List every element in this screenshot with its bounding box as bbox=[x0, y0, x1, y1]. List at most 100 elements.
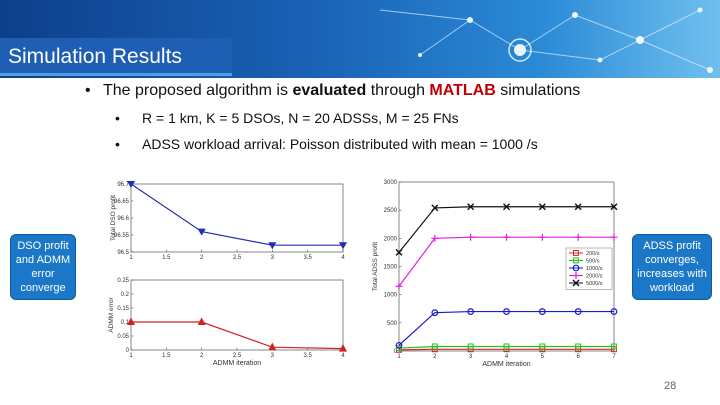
sub-bullet-2: • ADSS workload arrival: Poisson distribu… bbox=[115, 136, 538, 152]
legend-label: 500/s bbox=[586, 259, 600, 265]
data-point bbox=[538, 233, 546, 241]
y-tick-label: 2500 bbox=[384, 208, 398, 214]
main-bullet-middle: through bbox=[366, 82, 430, 99]
series-line bbox=[398, 345, 614, 349]
data-point bbox=[395, 282, 403, 290]
y-tick-label: 2000 bbox=[384, 236, 398, 242]
data-point bbox=[575, 343, 582, 350]
plot-frame bbox=[130, 183, 344, 253]
y-tick-label: 96.5 bbox=[117, 250, 129, 256]
x-tick-label: 5 bbox=[541, 354, 545, 360]
x-tick-label: 6 bbox=[576, 354, 580, 360]
x-tick-label: 2.5 bbox=[233, 353, 242, 359]
data-point bbox=[126, 181, 136, 188]
series-line bbox=[131, 321, 344, 350]
adss-profit-chart: 1 2 3 4 5 6 7 0 500 1000 1500 2000 2500 3000 Total ADS… bbox=[372, 180, 618, 368]
data-point bbox=[467, 203, 475, 211]
data-point bbox=[431, 204, 439, 212]
data-point bbox=[338, 242, 348, 250]
data-point bbox=[431, 234, 439, 242]
x-tick-label: 4 bbox=[341, 353, 345, 359]
x-tick-label: 2.5 bbox=[233, 255, 242, 261]
dso-profit-chart: 1 1.5 2 2.5 3 3.5 4 96.5 96.55 96.6 96.65 96.7 Total… bbox=[110, 181, 348, 261]
bullet-icon: • bbox=[115, 136, 120, 152]
series-line bbox=[130, 183, 343, 246]
x-tick-label: 4 bbox=[341, 255, 345, 261]
x-tick-label: 1 bbox=[129, 353, 133, 359]
x-tick-label: 3.5 bbox=[303, 255, 312, 261]
x-axis-label: ADMM iteration bbox=[213, 360, 261, 367]
data-point bbox=[467, 308, 475, 315]
right-callout: ADSS profit converges, increases with wo… bbox=[632, 234, 712, 300]
x-tick-label: 1 bbox=[129, 255, 133, 261]
legend-label: 5000/s bbox=[586, 281, 603, 287]
x-tick-label: 3.5 bbox=[303, 353, 312, 359]
data-point bbox=[395, 248, 403, 256]
x-tick-label: 7 bbox=[612, 354, 616, 360]
title-banner: Simulation Results bbox=[0, 0, 720, 78]
main-bullet-suffix: simulations bbox=[495, 82, 581, 99]
data-point bbox=[574, 233, 582, 241]
data-point bbox=[573, 250, 579, 256]
data-point bbox=[197, 317, 206, 325]
data-point bbox=[396, 345, 402, 352]
y-axis-label: Total DSO profit bbox=[110, 195, 117, 241]
main-bullet-highlight: MATLAB bbox=[429, 82, 496, 99]
y-tick-label: 0.1 bbox=[121, 320, 130, 326]
left-callout: DSO profit and ADMM error converge bbox=[10, 234, 76, 300]
y-axis-label: Total ADSS profit bbox=[372, 242, 379, 291]
plot-frame bbox=[130, 279, 344, 351]
y-tick-label: 500 bbox=[387, 321, 398, 327]
main-bullet: • The proposed algorithm is evaluated thr… bbox=[85, 82, 580, 100]
series-line bbox=[398, 348, 614, 351]
x-tick-label: 2 bbox=[200, 255, 204, 261]
y-tick-label: 1000 bbox=[384, 293, 398, 299]
data-point bbox=[572, 264, 580, 272]
data-point bbox=[503, 233, 510, 241]
y-tick-label: 0 bbox=[126, 348, 130, 354]
data-point bbox=[197, 228, 206, 236]
y-tick-label: 3000 bbox=[384, 180, 398, 186]
y-tick-label: 96.6 bbox=[117, 216, 129, 222]
slide-number: 28 bbox=[664, 380, 677, 392]
data-point bbox=[268, 342, 277, 351]
legend-label: 2000/s bbox=[586, 274, 603, 280]
main-bullet-bold: evaluated bbox=[292, 82, 367, 99]
data-point bbox=[574, 308, 582, 315]
data-point bbox=[573, 257, 579, 264]
y-tick-label: 1500 bbox=[384, 265, 398, 271]
y-tick-label: 0.25 bbox=[117, 278, 129, 284]
data-point bbox=[126, 317, 136, 325]
x-tick-label: 1.5 bbox=[162, 353, 171, 359]
data-point bbox=[431, 309, 439, 317]
x-tick-label: 3 bbox=[271, 255, 275, 261]
data-point bbox=[431, 343, 438, 350]
y-tick-label: 0.2 bbox=[121, 292, 130, 298]
x-tick-label: 2 bbox=[200, 353, 204, 359]
data-point bbox=[574, 203, 582, 211]
sub-bullet-text: ADSS workload arrival: Poisson distribut… bbox=[142, 136, 538, 152]
y-tick-label: 0.15 bbox=[117, 306, 129, 312]
y-axis-label: ADMM error bbox=[108, 296, 115, 332]
y-tick-label: 0 bbox=[394, 349, 398, 355]
data-point bbox=[338, 344, 348, 352]
x-tick-label: 2 bbox=[433, 354, 437, 360]
data-point bbox=[467, 233, 475, 241]
data-point bbox=[467, 343, 474, 350]
network-decoration-icon bbox=[379, 7, 713, 73]
data-point bbox=[611, 343, 617, 350]
data-point bbox=[503, 308, 510, 315]
main-bullet-prefix: The proposed algorithm is bbox=[103, 82, 293, 99]
sub-bullet-1: • R = 1 km, K = 5 DSOs, N = 20 ADSSs, M =… bbox=[115, 110, 459, 126]
data-point bbox=[572, 272, 580, 279]
y-tick-label: 0.05 bbox=[117, 334, 129, 340]
data-point bbox=[268, 242, 277, 250]
x-tick-label: 3 bbox=[469, 354, 473, 360]
x-tick-label: 1.5 bbox=[162, 255, 171, 261]
bullet-icon: • bbox=[85, 82, 91, 99]
y-tick-label: 96.65 bbox=[114, 199, 130, 205]
data-point bbox=[610, 308, 618, 315]
bullet-icon: • bbox=[115, 110, 120, 126]
legend-label: 200/s bbox=[586, 251, 600, 257]
